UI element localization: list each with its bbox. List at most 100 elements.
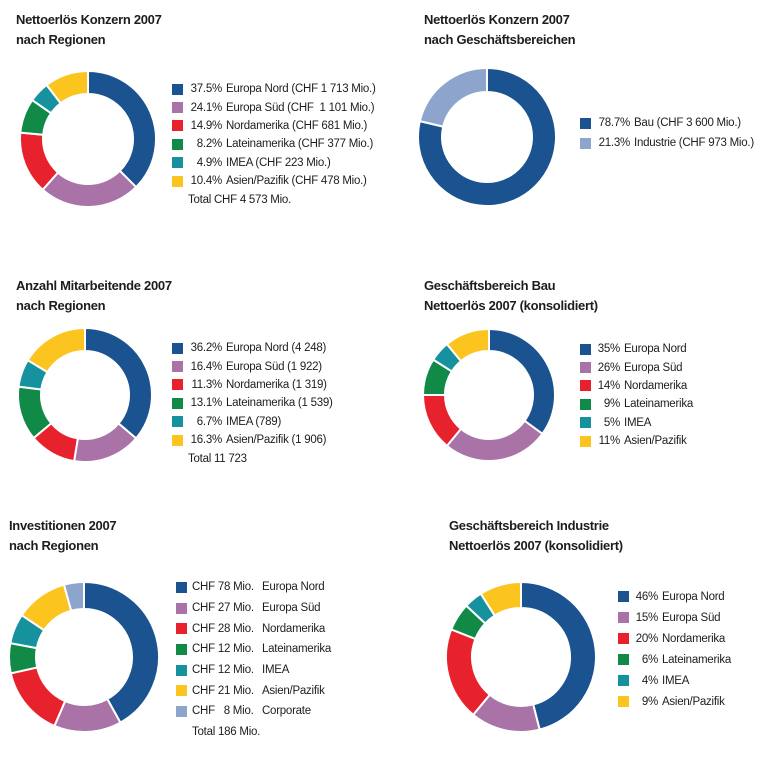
legend-item: 9% Lateinamerika [580, 395, 693, 413]
legend-percent: 46% [635, 590, 659, 603]
chart-title-line1: Nettoerlös Konzern 2007 [424, 12, 570, 27]
donut-segment-bau [417, 66, 557, 207]
legend-percent: 4% [641, 674, 658, 687]
chart-title-line2: nach Regionen [9, 538, 99, 553]
legend-percent: 9% [641, 695, 658, 708]
legend-item: 6% Lateinamerika [618, 649, 731, 670]
legend-percent: 37.5% [190, 83, 223, 96]
legend-percent: 5% [603, 416, 620, 429]
legend-percent: 11.3% [191, 378, 222, 391]
legend-label: Europa Süd [662, 611, 721, 624]
legend-percent: 21.3% [598, 137, 631, 149]
donut-segment-europa-nord [87, 69, 157, 189]
legend: 35% Europa Nord 26% Europa Süd 14% Nordamerik… [580, 340, 693, 450]
legend-swatch [618, 612, 629, 623]
chart-title: Geschäftsbereich Industrie Nettoerlös 200… [449, 516, 623, 556]
legend-label: Asien/Pazifik (CHF 478 Mio.) [226, 175, 367, 188]
chart-title: Anzahl Mitarbeitende 2007 nach Regionen [16, 276, 172, 316]
donut-segment-europa-sud [445, 419, 544, 462]
legend-label: Asien/Pazifik [662, 695, 725, 708]
legend-swatch [176, 602, 187, 614]
legend-item: 10.4% Asien/Pazifik (CHF 478 Mio.) [172, 172, 376, 190]
legend-item: 9% Asien/Pazifik [618, 691, 731, 712]
legend-percent: 15% [635, 611, 659, 624]
donut-segment-industrie [418, 66, 488, 128]
legend-swatch [580, 137, 591, 149]
legend-label: Bau (CHF 3 600 Mio.) [634, 117, 741, 129]
legend-label: IMEA [262, 664, 290, 677]
legend-swatch [172, 379, 183, 391]
legend-label: Nordamerika [662, 632, 726, 645]
legend: CHF 78 Mio. Europa Nord CHF 27 Mio. Europa … [176, 577, 331, 743]
legend-item: 14.9% Nordamerika (CHF 681 Mio.) [172, 117, 376, 135]
legend-label: Europa Süd (CHF 1 101 Mio.) [226, 101, 375, 114]
legend-swatch [176, 643, 187, 655]
legend-percent: 20% [635, 632, 659, 645]
legend-percent: CHF 27 Mio. [192, 602, 254, 615]
chart-title: Nettoerlös Konzern 2007 nach Regionen [16, 10, 162, 50]
legend-swatch [176, 623, 187, 635]
legend-item: 11.3% Nordamerika (1 319) [172, 376, 333, 394]
legend-percent: CHF 21 Mio. [192, 684, 254, 697]
legend-item: 36.2% Europa Nord (4 248) [172, 339, 333, 357]
legend-total: Total CHF 4 573 Mio. [188, 193, 292, 206]
legend-item: 4% IMEA [618, 670, 731, 691]
legend-item: 26% Europa Süd [580, 358, 693, 376]
legend-label: Europa Süd [262, 602, 321, 615]
legend-percent: 78.7% [598, 117, 631, 129]
legend-item: 14% Nordamerika [580, 377, 693, 395]
chart-title-line2: nach Geschäftsbereichen [424, 32, 576, 47]
donut-segment-asien-pazifik [45, 69, 89, 105]
chart-title: Investitionen 2007 nach Regionen [9, 516, 117, 556]
legend-item: 6.7% IMEA (789) [172, 413, 333, 431]
legend-swatch [176, 705, 187, 717]
legend-percent: 26% [597, 361, 621, 374]
legend-label: Lateinamerika (1 539) [226, 397, 333, 410]
legend-swatch [618, 633, 629, 644]
legend-percent: 36.2% [190, 342, 223, 355]
legend-label: Nordamerika [262, 622, 326, 635]
legend-label: Industrie (CHF 973 Mio.) [634, 137, 754, 149]
donut-segment-europa-nord [488, 327, 556, 436]
legend-swatch [176, 581, 187, 593]
legend-swatch [172, 361, 183, 373]
legend-item: 4.9% IMEA (CHF 223 Mio.) [172, 154, 376, 172]
legend-percent: 35% [597, 343, 621, 356]
legend-label: Nordamerika [624, 379, 688, 392]
legend-label: Europa Nord (4 248) [226, 342, 327, 355]
legend-percent: 4.9% [196, 156, 222, 169]
chart-title-line1: Anzahl Mitarbeitende 2007 [16, 278, 172, 293]
donut-segment-nordamerika [9, 666, 67, 728]
legend-item: 20% Nordamerika [618, 628, 731, 649]
donut-segment-europa-nord [84, 326, 153, 440]
legend-item: CHF 78 Mio. Europa Nord [176, 577, 331, 598]
legend-swatch [580, 417, 591, 429]
donut-chart-revenue-by-region [18, 69, 157, 208]
legend-item: 13.1% Lateinamerika (1 539) [172, 394, 333, 412]
chart-title-line1: Investitionen 2007 [9, 518, 117, 533]
legend-item: CHF 27 Mio. Europa Süd [176, 598, 331, 619]
legend-label: Lateinamerika (CHF 377 Mio.) [226, 138, 374, 151]
legend: 46% Europa Nord 15% Europa Süd 20% Nordamerik… [618, 586, 731, 712]
chart-title-line1: Geschäftsbereich Bau [424, 278, 556, 293]
legend-item: 16.3% Asien/Pazifik (1 906) [172, 431, 333, 449]
legend-item: 78.7% Bau (CHF 3 600 Mio.) [580, 113, 754, 133]
legend-item: 8.2% Lateinamerika (CHF 377 Mio.) [172, 135, 376, 153]
legend-total: Total 11 723 [188, 452, 247, 465]
legend-total: Total 186 Mio. [192, 726, 261, 739]
donut-segment-europa-sud [41, 169, 138, 208]
legend-swatch [176, 664, 187, 676]
donut-segment-europa-nord [520, 580, 597, 731]
legend-swatch [618, 591, 629, 602]
legend-percent: CHF 8 Mio. [192, 705, 254, 718]
legend-percent: CHF 28 Mio. [192, 622, 254, 635]
legend-label: Europa Nord [662, 590, 725, 603]
donut-chart-bau-revenue [421, 327, 556, 462]
legend-label: IMEA [624, 416, 652, 429]
legend-label: Europa Nord [624, 343, 687, 356]
legend-item: CHF 28 Mio. Nordamerika [176, 618, 331, 639]
legend-label: Lateinamerika [262, 643, 331, 656]
legend-swatch [580, 362, 591, 374]
donut-chart-investments-by-region [8, 580, 160, 733]
legend-label: IMEA (CHF 223 Mio.) [226, 156, 331, 169]
